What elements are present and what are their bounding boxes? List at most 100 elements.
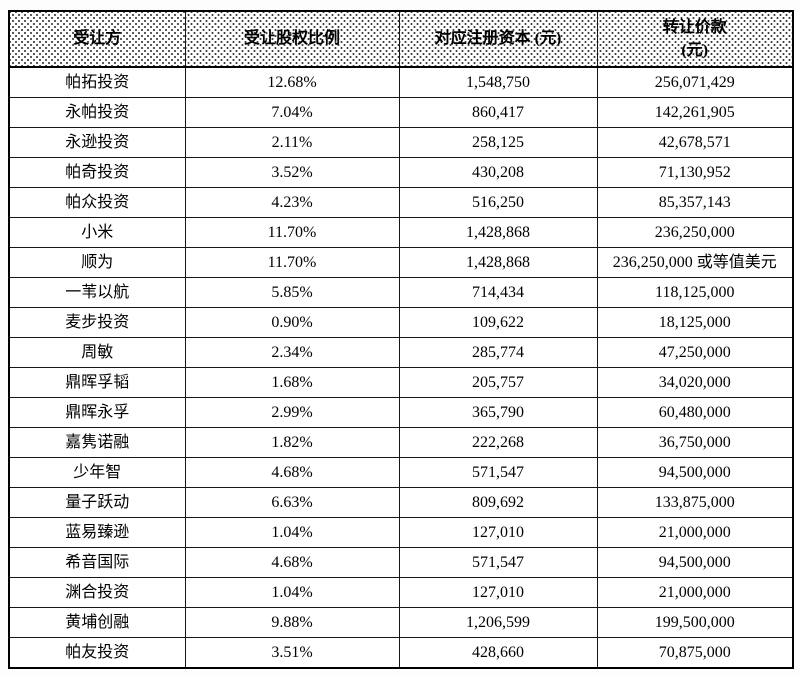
cell-registered-capital: 222,268	[398, 427, 598, 458]
cell-equity-ratio: 4.68%	[184, 547, 400, 578]
table-row: 顺为 11.70% 1,428,868 236,250,000 或等值美元	[8, 247, 794, 278]
cell-registered-capital: 571,547	[398, 547, 598, 578]
cell-transferee-name: 永帕投资	[8, 97, 186, 128]
cell-registered-capital: 809,692	[398, 487, 598, 518]
header-row: 受让方 受让股权比例 对应注册资本 (元) 转让价款 (元)	[8, 10, 794, 68]
cell-registered-capital: 1,428,868	[398, 247, 598, 278]
table-row: 希音国际 4.68% 571,547 94,500,000	[8, 547, 794, 578]
cell-transferee-name: 帕友投资	[8, 637, 186, 669]
cell-registered-capital: 285,774	[398, 337, 598, 368]
table-row: 帕众投资 4.23% 516,250 85,357,143	[8, 187, 794, 218]
table-row: 黄埔创融 9.88% 1,206,599 199,500,000	[8, 607, 794, 638]
table-row: 帕友投资 3.51% 428,660 70,875,000	[8, 637, 794, 669]
cell-transfer-price: 236,250,000	[596, 217, 794, 248]
cell-transferee-name: 少年智	[8, 457, 186, 488]
cell-registered-capital: 571,547	[398, 457, 598, 488]
cell-registered-capital: 860,417	[398, 97, 598, 128]
cell-transferee-name: 渊合投资	[8, 577, 186, 608]
cell-registered-capital: 1,428,868	[398, 217, 598, 248]
transfer-table: 受让方 受让股权比例 对应注册资本 (元) 转让价款 (元) 帕拓投资 12.68…	[8, 10, 794, 669]
cell-registered-capital: 127,010	[398, 577, 598, 608]
cell-transferee-name: 帕众投资	[8, 187, 186, 218]
table-row: 周敏 2.34% 285,774 47,250,000	[8, 337, 794, 368]
cell-equity-ratio: 4.23%	[184, 187, 400, 218]
cell-equity-ratio: 11.70%	[184, 247, 400, 278]
cell-equity-ratio: 1.04%	[184, 577, 400, 608]
table-row: 帕奇投资 3.52% 430,208 71,130,952	[8, 157, 794, 188]
cell-transfer-price: 42,678,571	[596, 127, 794, 158]
cell-transfer-price: 199,500,000	[596, 607, 794, 638]
cell-transfer-price: 21,000,000	[596, 517, 794, 548]
cell-transfer-price: 18,125,000	[596, 307, 794, 338]
cell-transfer-price: 133,875,000	[596, 487, 794, 518]
cell-equity-ratio: 2.99%	[184, 397, 400, 428]
cell-transferee-name: 蓝易臻逊	[8, 517, 186, 548]
table-row: 永逊投资 2.11% 258,125 42,678,571	[8, 127, 794, 158]
cell-equity-ratio: 3.52%	[184, 157, 400, 188]
cell-registered-capital: 428,660	[398, 637, 598, 669]
cell-registered-capital: 1,206,599	[398, 607, 598, 638]
cell-registered-capital: 109,622	[398, 307, 598, 338]
table-row: 永帕投资 7.04% 860,417 142,261,905	[8, 97, 794, 128]
cell-transfer-price: 85,357,143	[596, 187, 794, 218]
cell-registered-capital: 430,208	[398, 157, 598, 188]
cell-transfer-price: 118,125,000	[596, 277, 794, 308]
cell-transferee-name: 一苇以航	[8, 277, 186, 308]
cell-transferee-name: 黄埔创融	[8, 607, 186, 638]
cell-registered-capital: 714,434	[398, 277, 598, 308]
cell-equity-ratio: 11.70%	[184, 217, 400, 248]
table-row: 少年智 4.68% 571,547 94,500,000	[8, 457, 794, 488]
cell-equity-ratio: 7.04%	[184, 97, 400, 128]
cell-transferee-name: 鼎晖永孚	[8, 397, 186, 428]
cell-equity-ratio: 12.68%	[184, 66, 400, 98]
cell-transfer-price: 34,020,000	[596, 367, 794, 398]
cell-transferee-name: 顺为	[8, 247, 186, 278]
cell-equity-ratio: 2.34%	[184, 337, 400, 368]
cell-equity-ratio: 1.82%	[184, 427, 400, 458]
cell-equity-ratio: 1.68%	[184, 367, 400, 398]
cell-transfer-price: 94,500,000	[596, 547, 794, 578]
cell-transfer-price: 70,875,000	[596, 637, 794, 669]
header-equity-ratio: 受让股权比例	[184, 10, 400, 68]
cell-transfer-price: 236,250,000 或等值美元	[596, 247, 794, 278]
cell-transferee-name: 希音国际	[8, 547, 186, 578]
cell-transfer-price: 142,261,905	[596, 97, 794, 128]
cell-transferee-name: 周敏	[8, 337, 186, 368]
cell-equity-ratio: 0.90%	[184, 307, 400, 338]
cell-transfer-price: 94,500,000	[596, 457, 794, 488]
cell-registered-capital: 205,757	[398, 367, 598, 398]
cell-registered-capital: 127,010	[398, 517, 598, 548]
cell-transferee-name: 量子跃动	[8, 487, 186, 518]
cell-registered-capital: 516,250	[398, 187, 598, 218]
cell-transferee-name: 麦步投资	[8, 307, 186, 338]
header-transferee: 受让方	[8, 10, 186, 68]
table-row: 小米 11.70% 1,428,868 236,250,000	[8, 217, 794, 248]
cell-registered-capital: 1,548,750	[398, 66, 598, 98]
cell-equity-ratio: 4.68%	[184, 457, 400, 488]
cell-equity-ratio: 5.85%	[184, 277, 400, 308]
cell-transfer-price: 36,750,000	[596, 427, 794, 458]
cell-transferee-name: 嘉隽诺融	[8, 427, 186, 458]
cell-equity-ratio: 3.51%	[184, 637, 400, 669]
table-row: 麦步投资 0.90% 109,622 18,125,000	[8, 307, 794, 338]
cell-equity-ratio: 9.88%	[184, 607, 400, 638]
table-row: 渊合投资 1.04% 127,010 21,000,000	[8, 577, 794, 608]
cell-transferee-name: 鼎晖孚韬	[8, 367, 186, 398]
cell-registered-capital: 365,790	[398, 397, 598, 428]
cell-equity-ratio: 2.11%	[184, 127, 400, 158]
table-row: 蓝易臻逊 1.04% 127,010 21,000,000	[8, 517, 794, 548]
cell-transferee-name: 小米	[8, 217, 186, 248]
cell-registered-capital: 258,125	[398, 127, 598, 158]
cell-transfer-price: 21,000,000	[596, 577, 794, 608]
header-transfer-price: 转让价款 (元)	[596, 10, 794, 68]
cell-equity-ratio: 1.04%	[184, 517, 400, 548]
equity-transfer-table: 受让方 受让股权比例 对应注册资本 (元) 转让价款 (元) 帕拓投资 12.68…	[8, 10, 794, 669]
cell-transfer-price: 47,250,000	[596, 337, 794, 368]
table-row: 一苇以航 5.85% 714,434 118,125,000	[8, 277, 794, 308]
cell-equity-ratio: 6.63%	[184, 487, 400, 518]
table-row: 鼎晖孚韬 1.68% 205,757 34,020,000	[8, 367, 794, 398]
header-registered-capital: 对应注册资本 (元)	[398, 10, 598, 68]
table-row: 嘉隽诺融 1.82% 222,268 36,750,000	[8, 427, 794, 458]
cell-transferee-name: 永逊投资	[8, 127, 186, 158]
cell-transferee-name: 帕拓投资	[8, 66, 186, 98]
